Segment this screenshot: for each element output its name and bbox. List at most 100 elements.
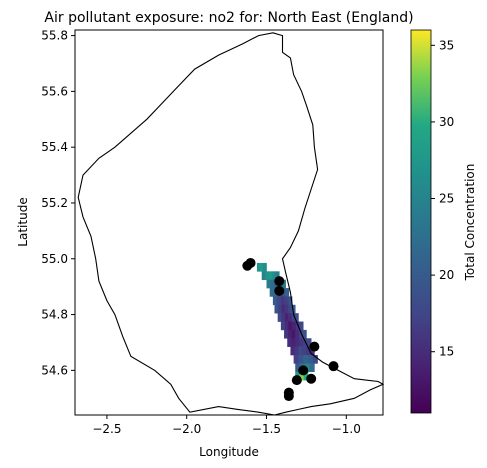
x-axis: −2.5 −2.0 −1.5 −1.0 xyxy=(92,415,361,436)
y-tick-label: 55.4 xyxy=(41,140,68,154)
heatmap-cell xyxy=(288,321,293,331)
colorbar: 15 20 25 30 35 Total Concentration xyxy=(410,29,477,414)
heatmap-cell xyxy=(261,271,266,280)
colorbar-tick-label: 15 xyxy=(439,345,454,359)
colorbar-label: Total Concentration xyxy=(463,164,477,282)
heatmap-cell xyxy=(292,321,297,331)
heatmap-cell xyxy=(265,271,270,280)
heatmap-cell xyxy=(298,329,303,339)
heatmap-cell xyxy=(290,346,295,356)
heatmap-cell xyxy=(287,338,292,347)
heatmap-cell xyxy=(266,279,271,289)
heatmap-cell xyxy=(288,304,293,314)
heatmap-cell xyxy=(295,329,300,339)
heatmap-cell xyxy=(274,304,279,314)
chart-title: Air pollutant exposure: no2 for: North E… xyxy=(44,10,413,26)
y-tick-label: 55.2 xyxy=(41,196,68,210)
heatmap-cell xyxy=(291,329,296,339)
heatmap-cell xyxy=(284,329,289,339)
heatmap-cell xyxy=(302,329,307,339)
heatmap-cell xyxy=(302,346,307,356)
heatmap-cell xyxy=(280,321,285,331)
colorbar-ticks: 15 20 25 30 35 xyxy=(431,38,454,359)
site-markers xyxy=(242,257,339,402)
heatmap-cell xyxy=(275,271,280,280)
y-tick-label: 54.6 xyxy=(41,363,68,377)
heatmap-cell xyxy=(291,304,296,314)
y-tick-label: 55.6 xyxy=(41,84,68,98)
heatmap-cell xyxy=(288,296,293,306)
x-tick-label: −2.0 xyxy=(172,422,201,436)
heatmap-cell xyxy=(291,338,296,347)
region-boundary xyxy=(77,32,385,416)
x-tick-label: −2.5 xyxy=(92,422,121,436)
site-marker xyxy=(291,375,302,386)
heatmap-cell xyxy=(312,355,318,364)
heatmap-cell xyxy=(291,313,296,322)
site-marker xyxy=(298,365,309,376)
heatmap-cell xyxy=(277,304,282,314)
heatmap-cell xyxy=(299,321,304,331)
heatmap-cell xyxy=(281,279,286,289)
site-marker xyxy=(274,285,285,296)
plot-frame xyxy=(74,29,384,416)
heatmap-cell xyxy=(260,262,264,272)
heatmap-cell xyxy=(307,338,312,347)
heatmap-cell xyxy=(272,296,278,306)
plot-area xyxy=(74,29,385,416)
site-marker xyxy=(245,257,256,268)
heatmap-cell xyxy=(307,355,314,364)
colorbar-tick-label: 25 xyxy=(439,192,454,206)
y-axis: 54.6 54.8 55.0 55.2 55.4 55.6 55.8 xyxy=(41,29,75,377)
x-tick-label: −1.5 xyxy=(252,422,281,436)
heatmap-cell xyxy=(303,355,309,364)
heatmap-cell xyxy=(303,371,309,381)
plot-background xyxy=(75,30,383,415)
heatmap-cell xyxy=(294,313,299,322)
heatmap-cell xyxy=(295,363,301,373)
heatmap-cell xyxy=(277,313,282,322)
heatmap-cell xyxy=(270,279,275,289)
heatmap-cell xyxy=(276,296,281,306)
x-axis-label: Longitude xyxy=(199,445,259,459)
heatmap-cell xyxy=(269,288,274,297)
heatmap-cell xyxy=(284,304,289,314)
y-tick-label: 55.8 xyxy=(41,29,68,43)
x-tick-label: −1.0 xyxy=(332,422,361,436)
heatmap-cell xyxy=(288,313,292,322)
heatmap-cell xyxy=(272,271,277,280)
colorbar-tick-label: 30 xyxy=(439,115,454,129)
site-marker xyxy=(274,276,285,287)
heatmap-cell xyxy=(263,262,267,272)
heatmap-cell xyxy=(294,346,299,356)
heatmap-cell xyxy=(285,288,290,297)
heatmap-cell xyxy=(298,355,304,364)
heatmap-cell xyxy=(299,371,305,381)
heatmap-cell xyxy=(284,296,289,306)
heatmap-cell xyxy=(293,355,299,364)
y-axis-label: Latitude xyxy=(16,197,30,246)
heatmap-cell xyxy=(281,313,285,322)
colorbar-tick-label: 20 xyxy=(439,268,454,282)
heatmap-cell xyxy=(298,346,303,356)
heatmap-cell xyxy=(256,262,261,272)
heatmap-cell xyxy=(306,346,311,356)
y-tick-label: 55.0 xyxy=(41,252,68,266)
site-marker xyxy=(283,391,294,402)
heatmap-cell xyxy=(287,329,292,339)
heatmap-cell xyxy=(280,296,285,306)
site-marker xyxy=(328,361,339,372)
heatmap-cell xyxy=(281,304,286,314)
y-tick-label: 54.8 xyxy=(41,308,68,322)
colorbar-tick-label: 35 xyxy=(439,38,454,52)
heatmap-cell xyxy=(309,363,315,373)
colorbar-gradient xyxy=(410,29,432,414)
heatmap-cell xyxy=(284,321,289,331)
heatmap-cell xyxy=(268,271,273,280)
site-marker xyxy=(306,373,317,384)
heatmap-cell xyxy=(299,338,304,347)
site-marker xyxy=(309,341,320,352)
heatmap-cell xyxy=(284,313,289,322)
heatmap-cell xyxy=(295,338,300,347)
